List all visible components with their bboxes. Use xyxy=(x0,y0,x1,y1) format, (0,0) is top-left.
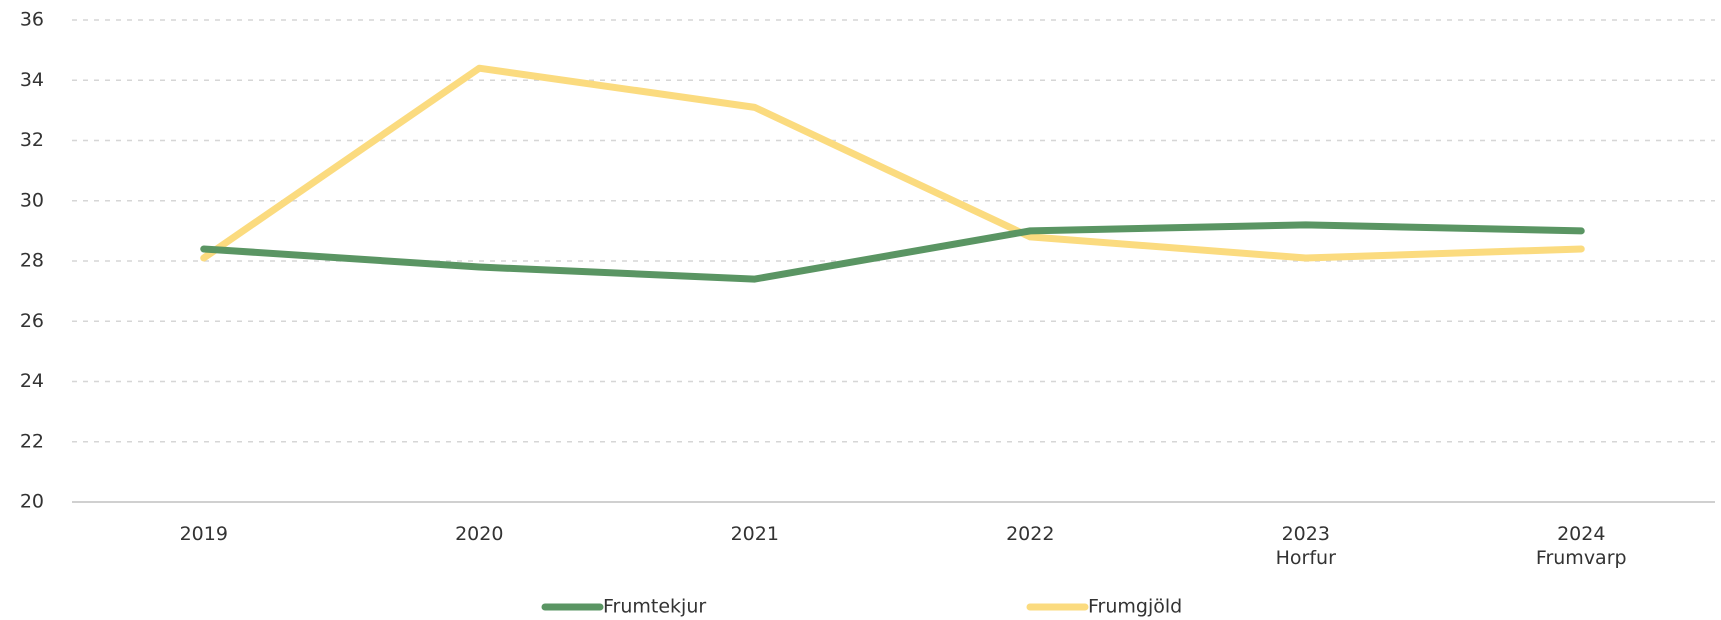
x-tick-label: 2024 Frumvarp xyxy=(1535,523,1627,569)
y-tick-label: 24 xyxy=(20,370,44,392)
y-tick-label: 22 xyxy=(20,430,44,452)
x-tick-label: 2022 xyxy=(1006,523,1055,545)
x-tick-label: 2023 Horfur xyxy=(1275,523,1336,569)
y-tick-label: 20 xyxy=(20,491,44,513)
y-tick-label: 26 xyxy=(20,310,44,332)
legend-label: Frumtekjur xyxy=(603,596,706,618)
x-tick-label: 2019 xyxy=(179,523,228,545)
y-tick-label: 32 xyxy=(20,129,44,151)
y-tick-label: 28 xyxy=(20,250,44,272)
series-line xyxy=(200,221,1585,283)
series-line xyxy=(200,64,1585,262)
y-tick-label: 30 xyxy=(20,189,44,211)
x-tick-label: 2020 xyxy=(455,523,504,545)
y-tick-label: 34 xyxy=(20,69,44,91)
y-tick-label: 36 xyxy=(20,9,44,31)
x-tick-label: 2021 xyxy=(730,523,779,545)
legend-label: Frumgjöld xyxy=(1088,596,1182,618)
